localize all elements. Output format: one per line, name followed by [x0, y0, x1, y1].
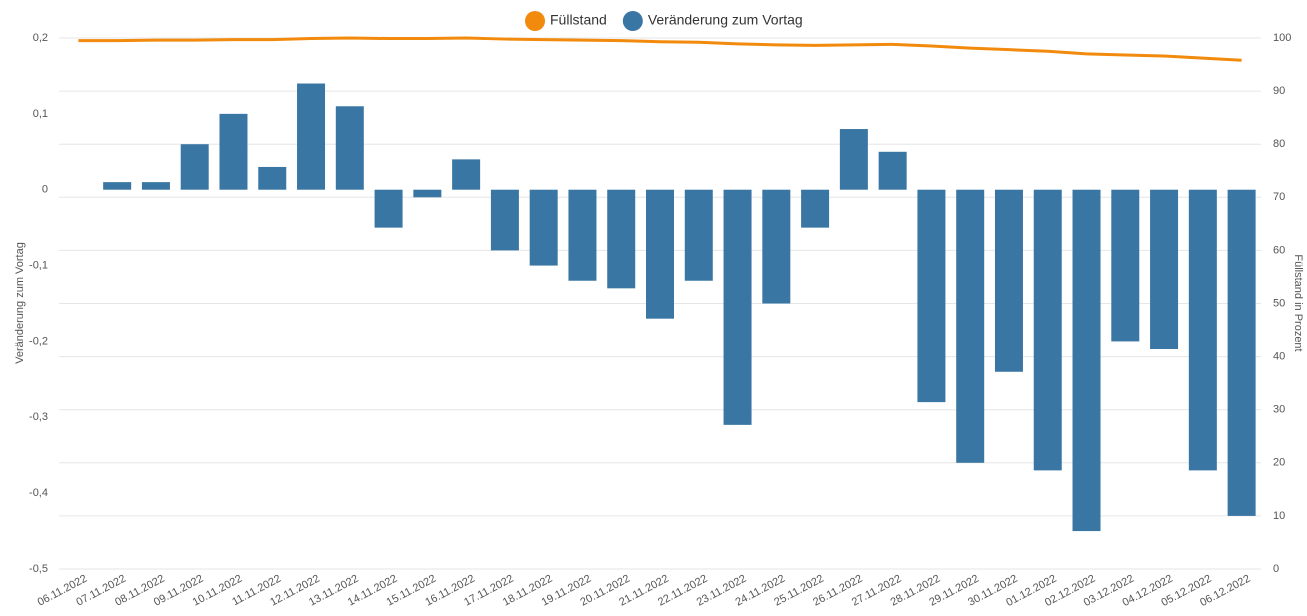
y-tick-label: -0,2 — [29, 335, 48, 347]
bar — [1188, 189, 1217, 471]
bar — [413, 189, 442, 198]
bar — [490, 189, 519, 251]
bar — [723, 189, 752, 425]
y-tick-label: -0,5 — [29, 563, 48, 575]
bar — [141, 182, 170, 190]
bar — [1072, 189, 1101, 532]
y2-tick-label: 80 — [1273, 138, 1285, 150]
y2-tick-label: 100 — [1273, 32, 1291, 44]
y2-tick-label: 60 — [1273, 244, 1285, 256]
y2-axis-title: Füllstand in Prozent — [1292, 254, 1304, 351]
bar — [1150, 189, 1179, 350]
bar — [258, 166, 287, 190]
y2-tick-label: 90 — [1273, 85, 1285, 97]
y-axis-title: Veränderung zum Vortag — [14, 242, 26, 364]
line — [78, 36, 1242, 62]
y2-tick-label: 40 — [1273, 351, 1285, 363]
y-tick-label: 0 — [42, 184, 48, 196]
bar — [103, 182, 132, 190]
bar — [994, 189, 1023, 372]
legend-marker — [622, 11, 643, 31]
bar — [684, 189, 713, 281]
bar — [1111, 189, 1140, 342]
bar — [762, 189, 791, 304]
bar — [452, 159, 481, 190]
bar — [839, 129, 868, 190]
bar — [219, 113, 248, 190]
bar — [180, 144, 209, 190]
bar — [956, 189, 985, 463]
bar — [801, 189, 830, 228]
y2-tick-label: 70 — [1273, 191, 1285, 203]
y-tick-label: 0,2 — [33, 32, 48, 44]
y2-tick-label: 50 — [1273, 297, 1285, 309]
bar — [646, 189, 674, 319]
bar — [374, 189, 403, 228]
y2-tick-label: 10 — [1273, 510, 1285, 522]
y2-tick-label: 30 — [1273, 404, 1285, 416]
y-tick-label: -0,4 — [29, 487, 48, 499]
y-tick-label: -0,3 — [29, 411, 48, 423]
bar — [917, 189, 946, 403]
legend-label: Veränderung zum Vortag — [648, 12, 803, 28]
y-tick-label: 0,1 — [33, 108, 48, 120]
bar — [297, 83, 326, 190]
legend-marker — [525, 11, 545, 31]
bar — [607, 189, 636, 289]
bar — [529, 189, 558, 266]
bar — [568, 189, 597, 281]
y2-tick-label: 20 — [1273, 457, 1285, 469]
y2-tick-label: 0 — [1273, 563, 1279, 575]
bar — [1227, 189, 1256, 516]
bar — [335, 106, 364, 190]
legend-label: Füllstand — [550, 12, 607, 28]
bar — [1033, 189, 1062, 471]
bar — [878, 151, 907, 190]
y-tick-label: -0,1 — [29, 259, 48, 271]
